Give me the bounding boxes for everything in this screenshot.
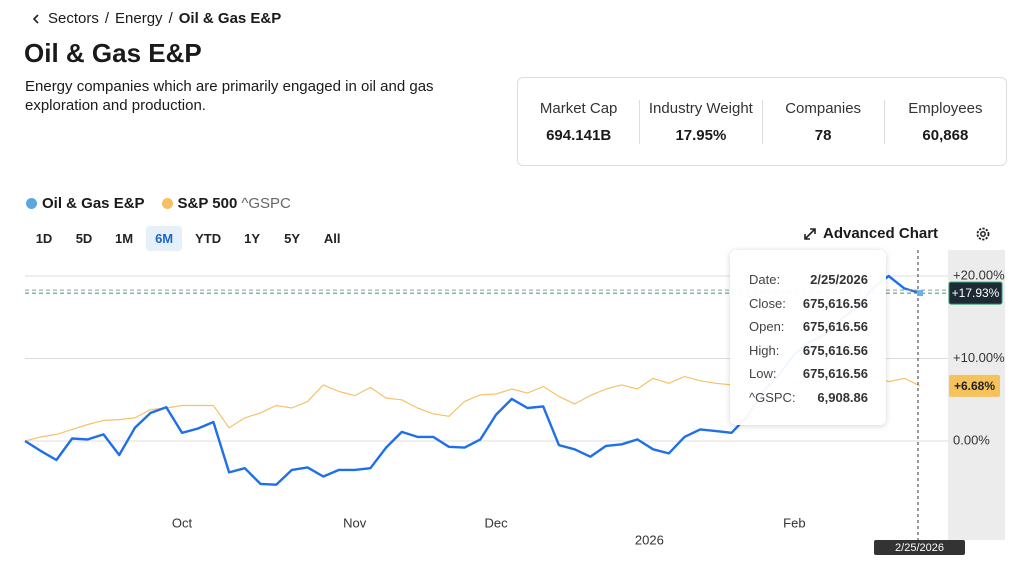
tooltip: Date: 2/25/2026 Close: 675,616.56 Open: 675,6… [730, 250, 886, 425]
tooltip-value: 675,616.56 [802, 342, 868, 358]
tooltip-row: Date: 2/25/2026 [749, 272, 868, 287]
stat-value: 78 [814, 126, 832, 144]
tooltip-row: Low: 675,616.56 [749, 366, 868, 381]
tooltip-row: High: 675,616.56 [749, 343, 868, 358]
end-label-box [948, 281, 1003, 305]
crosshair-date-box [874, 540, 965, 555]
tooltip-value: 675,616.56 [802, 366, 868, 381]
advanced-chart-label[interactable]: Advanced Chart [823, 225, 939, 242]
range-button[interactable]: 1Y [244, 231, 261, 246]
breadcrumb-separator: / [104, 10, 110, 27]
tooltip-row: Close: 675,616.56 [749, 296, 868, 311]
range-button[interactable]: 1D [35, 231, 53, 246]
stat-label: Employees [908, 99, 983, 117]
range-button[interactable]: All [323, 231, 341, 246]
back-chevron[interactable] [30, 13, 42, 25]
breadcrumb: Sectors / Energy / Oil & Gas E&P [30, 10, 281, 27]
description: Energy companies which are primarily eng… [25, 78, 434, 114]
range-button[interactable]: YTD [195, 231, 222, 246]
y-tick-label: 0.00% [953, 432, 990, 447]
stat: Market Cap 694.141B [518, 100, 639, 144]
tooltip-label: Close: [749, 295, 786, 311]
stat-value: 17.95% [675, 126, 727, 144]
tooltip-value: 675,616.56 [802, 319, 868, 334]
tooltip-value: 6,908.86 [817, 389, 868, 405]
breadcrumb-link[interactable]: Sectors [48, 10, 99, 27]
stat-label: Industry Weight [648, 99, 753, 117]
tooltip-value: 2/25/2026 [810, 272, 868, 287]
range-button[interactable]: 5Y [284, 231, 301, 246]
x-tick-label: Oct [172, 515, 193, 530]
settings-icon[interactable] [975, 226, 991, 242]
stats-card: Market Cap 694.141B Industry Weight 17.95% C… [517, 77, 1007, 166]
range-button[interactable]: 1M [115, 231, 134, 246]
tooltip-label: High: [749, 342, 780, 358]
range-button[interactable]: 5D [75, 231, 93, 246]
stat: Companies 78 [761, 99, 884, 144]
breadcrumb-current: Oil & Gas E&P [178, 10, 282, 27]
legend: Oil & Gas E&P S&P 500 ^GSPC [26, 195, 291, 212]
advanced-chart-button[interactable]: Advanced Chart [803, 225, 938, 242]
tooltip-label: Date: [749, 272, 781, 287]
page-title: Oil & Gas E&P [24, 38, 202, 68]
range-selector: 1D 5D 1M 6M YTD 1Y 5Y All [26, 226, 350, 251]
end-label: +17.93% [952, 286, 1000, 300]
tooltip-row: ^GSPC: 6,908.86 [749, 390, 868, 405]
legend-label: Oil & Gas E&P [42, 195, 145, 212]
crosshair-date: 2/25/2026 [895, 542, 944, 554]
end-label: +6.68% [954, 379, 995, 393]
x-tick-label: Feb [783, 515, 805, 530]
legend-label: S&P 500 [177, 195, 238, 212]
end-label-box [949, 374, 1000, 397]
stat: Industry Weight 17.95% [639, 99, 761, 144]
breadcrumb-separator: / [168, 10, 173, 27]
legend-dot [161, 198, 173, 209]
tooltip-label: ^GSPC: [749, 389, 796, 405]
tooltip-value: 675,616.56 [802, 295, 868, 311]
x-year-label: 2026 [635, 532, 664, 547]
tooltip-label: Low: [749, 366, 777, 381]
stat-label: Companies [785, 99, 862, 117]
y-tick-label: +10.00% [953, 350, 1005, 365]
stat: Employees 60,868 [883, 99, 1006, 144]
x-tick-label: Nov [343, 515, 367, 530]
legend-ticker: ^GSPC [241, 195, 291, 212]
tooltip-label: Open: [749, 319, 785, 334]
breadcrumb-link[interactable]: Energy [115, 10, 163, 27]
legend-dot [26, 198, 37, 209]
stat-value: 694.141B [546, 126, 612, 144]
last-point [917, 290, 923, 297]
y-tick-label: +20.00% [953, 267, 1005, 282]
stat-label: Market Cap [539, 99, 618, 117]
expand-icon [804, 227, 816, 240]
range-button[interactable]: 6M [146, 226, 183, 251]
tooltip-row: Open: 675,616.56 [749, 319, 868, 334]
x-tick-label: Dec [484, 515, 508, 530]
stat-value: 60,868 [922, 126, 969, 144]
